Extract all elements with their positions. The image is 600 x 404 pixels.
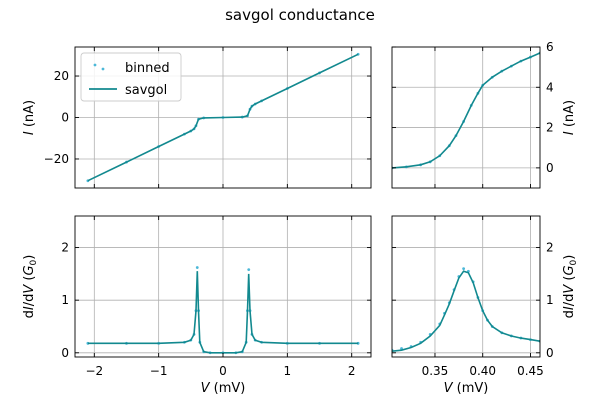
y-tick-label: 20 — [54, 69, 69, 83]
series-line-savgol — [392, 270, 540, 352]
y-axis-label: I (nA) — [22, 100, 37, 135]
legend-marker-binned — [93, 63, 97, 67]
y-tick-label: 1 — [61, 293, 69, 307]
x-tick-label: 2 — [348, 364, 356, 378]
y-tick-label: 1 — [546, 293, 554, 307]
y-tick-label: 0 — [61, 111, 69, 125]
plot-area — [86, 52, 360, 183]
plot-area — [86, 266, 360, 355]
panel-top-left: −20 0 20 I (nA) binned savgol — [22, 46, 372, 189]
y-tick-label: 2 — [546, 241, 554, 255]
y-tick-label: 4 — [546, 80, 554, 94]
x-tick-label: 0.35 — [422, 364, 449, 378]
data-point-binned — [195, 266, 199, 269]
x-tick-label: 0.45 — [517, 364, 544, 378]
plot-area — [392, 267, 540, 352]
y-axis-label: dI/dV (G0) — [22, 255, 39, 319]
axes-frame — [391, 215, 541, 358]
plot-area — [392, 51, 540, 170]
x-tick-label: 0 — [219, 364, 227, 378]
y-tick-label: 0 — [546, 346, 554, 360]
figure-title: savgol conductance — [225, 6, 375, 24]
series-line-savgol — [87, 53, 359, 182]
series-line-savgol — [392, 52, 540, 169]
y-tick-label: −20 — [44, 152, 69, 166]
x-tick-label: −1 — [150, 364, 168, 378]
legend-label-binned: binned — [125, 61, 170, 76]
y-tick-label: 0 — [61, 346, 69, 360]
axes-frame — [391, 46, 541, 189]
x-axis-label: V (mV) — [444, 381, 489, 396]
legend-label-savgol: savgol — [125, 83, 167, 98]
x-tick-label: −2 — [85, 364, 103, 378]
data-point-binned — [462, 267, 466, 271]
x-tick-label: 0.40 — [469, 364, 496, 378]
x-tick-label: 1 — [284, 364, 292, 378]
data-point-binned — [247, 268, 251, 272]
y-axis-label: I (nA) — [562, 100, 577, 135]
series-line-savgol — [87, 271, 359, 354]
panel-top-right: 0 2 4 6 I (nA) — [391, 40, 577, 189]
y-tick-label: 2 — [546, 121, 554, 135]
legend-marker-binned — [101, 67, 105, 71]
y-tick-label: 2 — [61, 241, 69, 255]
y-axis-label: dI/dV (G0) — [562, 255, 579, 319]
x-axis-label: V (mV) — [201, 381, 246, 396]
y-tick-label: 0 — [546, 161, 554, 175]
panel-bottom-right: 0.35 0.40 0.450 1 2 V (mV) dI/dV (G0) — [391, 215, 579, 396]
y-tick-label: 6 — [546, 40, 554, 54]
panel-bottom-left: −2 −1 0 1 2 0 1 2 V (mV) dI/dV (G0) — [22, 215, 372, 396]
legend: binned savgol — [80, 52, 182, 102]
